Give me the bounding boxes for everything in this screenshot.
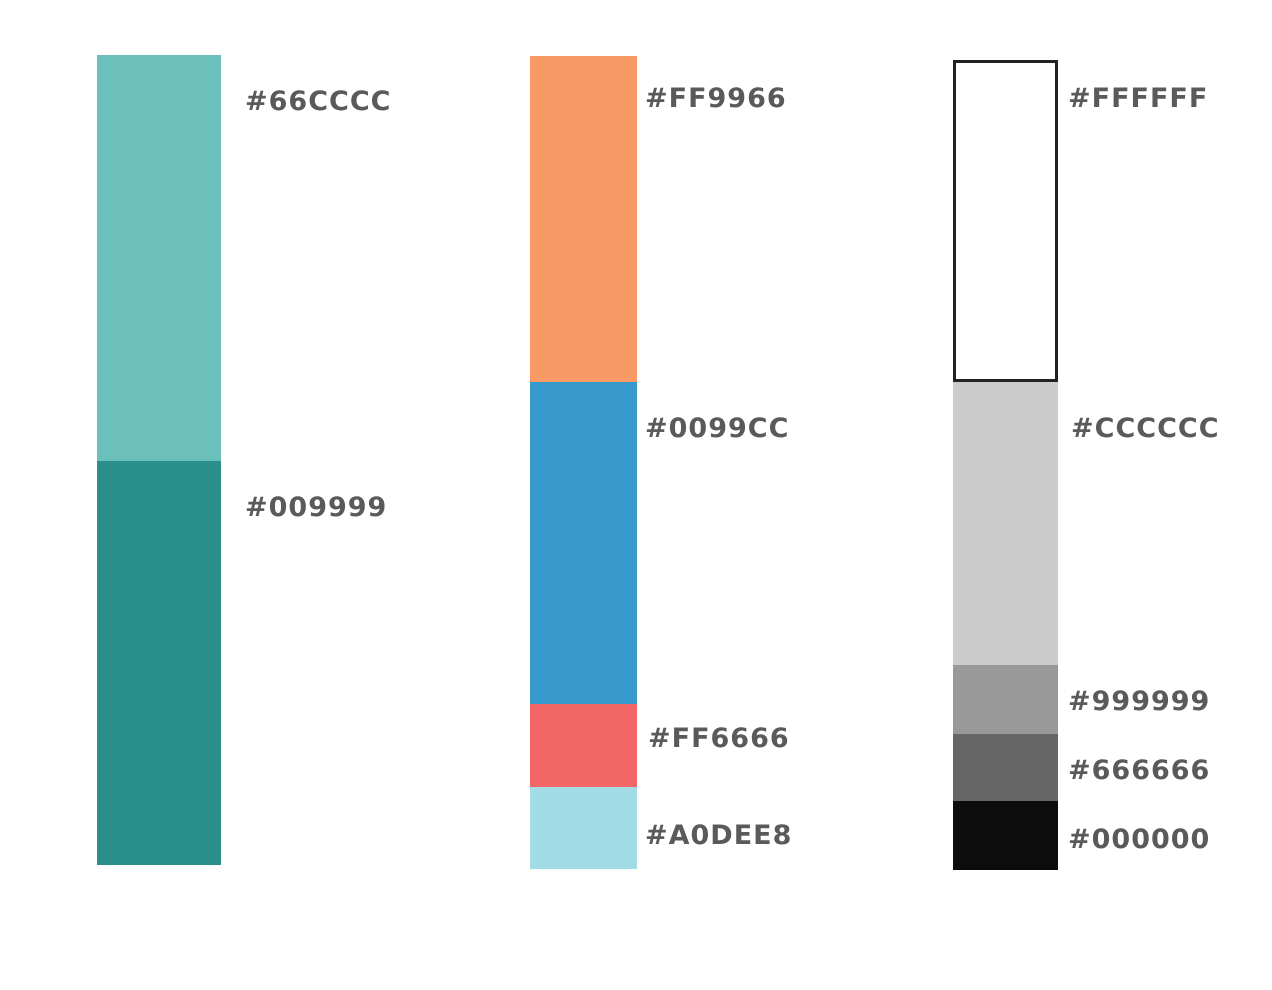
swatch-cccccc xyxy=(953,382,1058,665)
swatch-label-cccccc: #CCCCCC xyxy=(1071,413,1220,444)
swatch-0099cc xyxy=(530,382,637,704)
swatch-label-a0dee8: #A0DEE8 xyxy=(645,820,793,851)
swatch-label-000000: #000000 xyxy=(1068,824,1211,855)
swatch-label-009999: #009999 xyxy=(245,492,388,523)
swatch-label-0099cc: #0099CC xyxy=(645,413,790,444)
swatch-label-666666: #666666 xyxy=(1068,755,1211,786)
swatch-ff6666 xyxy=(530,704,637,787)
swatch-a0dee8 xyxy=(530,787,637,869)
swatch-label-66cccc: #66CCCC xyxy=(245,86,392,117)
swatch-label-999999: #999999 xyxy=(1068,686,1211,717)
swatch-009999 xyxy=(97,461,221,865)
swatch-label-ffffff: #FFFFFF xyxy=(1068,83,1209,114)
swatch-label-ff9966: #FF9966 xyxy=(645,83,787,114)
swatch-label-ff6666: #FF6666 xyxy=(648,723,790,754)
swatch-66cccc xyxy=(97,55,221,461)
swatch-999999 xyxy=(953,665,1058,734)
swatch-ffffff xyxy=(953,60,1058,382)
swatch-ff9966 xyxy=(530,56,637,382)
swatch-666666 xyxy=(953,734,1058,801)
swatch-000000 xyxy=(953,801,1058,870)
